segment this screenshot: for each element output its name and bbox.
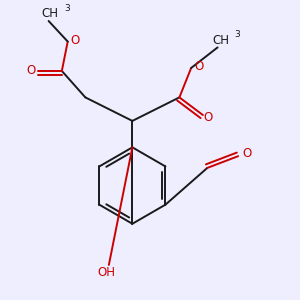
- Text: CH: CH: [42, 7, 58, 20]
- Text: CH: CH: [212, 34, 229, 46]
- Text: 3: 3: [235, 30, 240, 39]
- Text: 3: 3: [64, 4, 70, 13]
- Text: O: O: [204, 112, 213, 124]
- Text: O: O: [242, 147, 252, 160]
- Text: O: O: [26, 64, 36, 77]
- Text: O: O: [195, 60, 204, 73]
- Text: OH: OH: [97, 266, 115, 279]
- Text: O: O: [70, 34, 80, 46]
